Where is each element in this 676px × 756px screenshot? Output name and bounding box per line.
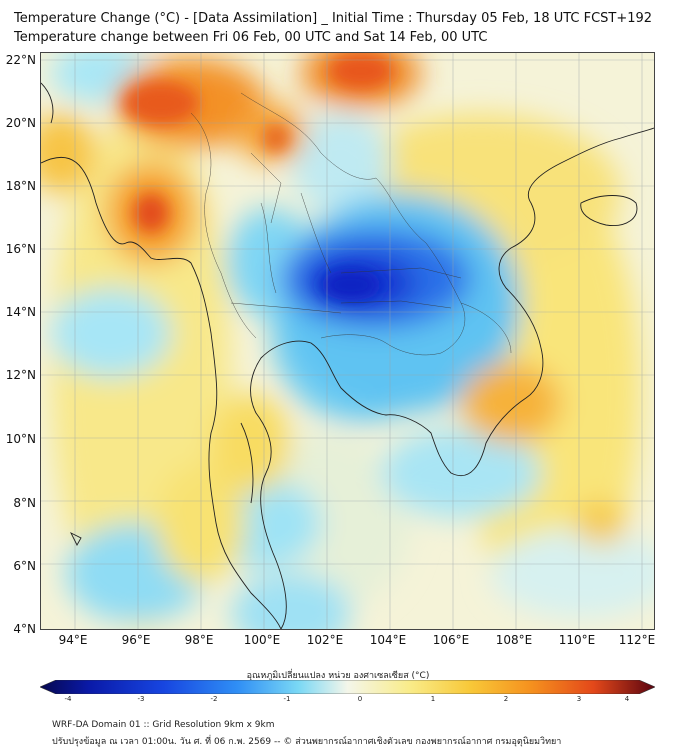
lon-label: 98°E: [184, 633, 214, 647]
coastlines: [41, 82, 654, 629]
footer-credit: ปรับปรุงข้อมูล ณ เวลา 01:00น. วัน ศ. ที่…: [52, 737, 562, 747]
colorbar-tick: 3: [576, 695, 582, 703]
lat-label: 4°N: [13, 622, 36, 636]
lat-label: 8°N: [13, 496, 36, 510]
lon-label: 94°E: [58, 633, 88, 647]
lat-label: 6°N: [13, 559, 36, 573]
lon-label: 104°E: [369, 633, 407, 647]
lon-label: 96°E: [121, 633, 151, 647]
colorbar-title: อุณหภูมิเปลี่ยนแปลง หน่วย องศาเซลเซียส (…: [246, 671, 430, 681]
lon-label: 102°E: [306, 633, 344, 647]
lon-label: 112°E: [618, 633, 656, 647]
lat-label: 16°N: [5, 242, 36, 256]
chart-title: Temperature Change (°C) - [Data Assimila…: [14, 11, 653, 26]
colorbar-tick: -1: [283, 695, 291, 703]
lon-label: 106°E: [432, 633, 470, 647]
lon-label: 110°E: [558, 633, 596, 647]
temperature-change-map: [40, 52, 655, 630]
colorbar-tick: -3: [137, 695, 145, 703]
lon-label: 100°E: [243, 633, 281, 647]
colorbar-tick: 2: [503, 695, 509, 703]
colorbar-tick: -4: [64, 695, 72, 703]
graticule: [41, 53, 654, 629]
colorbar-tick: 0: [357, 695, 363, 703]
temperature-field: [41, 53, 654, 629]
lon-label: 108°E: [495, 633, 533, 647]
lat-label: 18°N: [5, 179, 36, 193]
colorbar-tick: 4: [624, 695, 630, 703]
colorbar-tick: 1: [430, 695, 436, 703]
lat-label: 22°N: [5, 53, 36, 67]
chart-subtitle: Temperature change between Fri 06 Feb, 0…: [14, 30, 488, 45]
footer-model-info: WRF-DA Domain 01 :: Grid Resolution 9km …: [52, 720, 275, 730]
colorbar-tick: -2: [210, 695, 218, 703]
lat-label: 12°N: [5, 368, 36, 382]
lat-label: 20°N: [5, 116, 36, 130]
lat-label: 14°N: [5, 305, 36, 319]
lat-label: 10°N: [5, 432, 36, 446]
